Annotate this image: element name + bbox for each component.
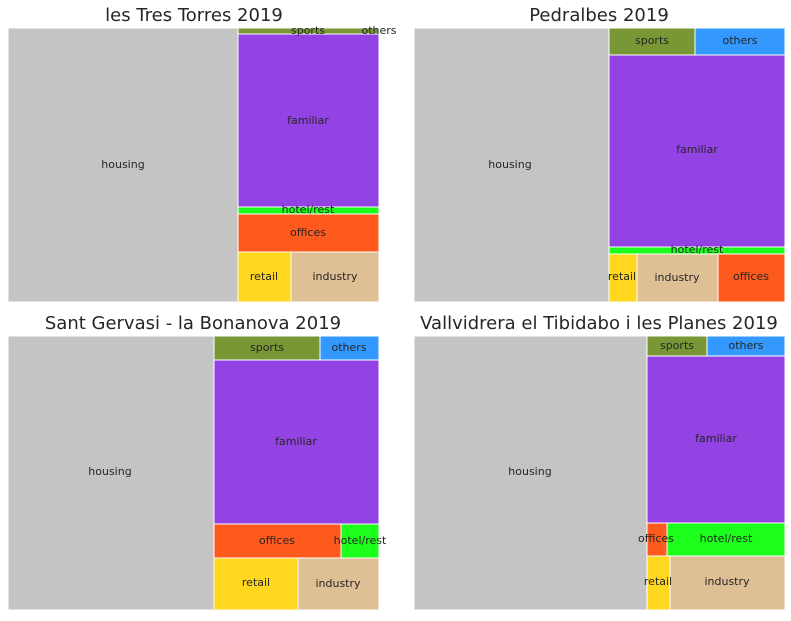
- cell-offices: [213, 523, 342, 559]
- cell-housing: [7, 27, 239, 303]
- cell-label-others: others: [728, 339, 763, 352]
- cell-label-offices: offices: [638, 532, 674, 545]
- cell-label-retail: retail: [608, 270, 636, 283]
- cell-familiar: [608, 54, 786, 248]
- cell-label-retail: retail: [644, 575, 672, 588]
- cell-label-housing: housing: [488, 158, 531, 171]
- cell-industry: [297, 557, 380, 611]
- cell-label-retail: retail: [250, 270, 278, 283]
- cell-industry: [669, 555, 786, 611]
- cell-label-sports: sports: [291, 24, 325, 37]
- cell-hotel-rest: [666, 522, 786, 557]
- cell-label-industry: industry: [704, 575, 750, 588]
- cell-label-familiar: familiar: [676, 143, 718, 156]
- cell-label-familiar: familiar: [275, 435, 317, 448]
- cell-retail: [237, 251, 292, 303]
- cell-label-offices: offices: [733, 270, 769, 283]
- cell-housing: [7, 335, 215, 611]
- cell-label-familiar: familiar: [695, 432, 737, 445]
- cell-label-offices: offices: [259, 534, 295, 547]
- cell-label-hotel-rest: hotel/rest: [671, 243, 724, 256]
- cell-familiar: [646, 355, 786, 524]
- panel-title: les Tres Torres 2019: [105, 5, 283, 26]
- cell-housing: [413, 27, 610, 303]
- cell-hotel-rest: [340, 523, 380, 559]
- cell-offices: [717, 253, 786, 303]
- cell-label-others: others: [361, 24, 396, 37]
- cell-label-industry: industry: [654, 271, 700, 284]
- cell-retail: [213, 557, 299, 611]
- cell-housing: [413, 335, 648, 611]
- cell-label-others: others: [722, 34, 757, 47]
- cell-label-housing: housing: [508, 465, 551, 478]
- panel-title: Sant Gervasi - la Bonanova 2019: [45, 313, 341, 334]
- cell-label-offices: offices: [290, 226, 326, 239]
- cell-label-retail: retail: [242, 576, 270, 589]
- panel-pedralbes: Pedralbes 2019 housing sports others famili…: [413, 5, 786, 303]
- panel-title: Pedralbes 2019: [529, 5, 669, 26]
- cell-others: [319, 335, 380, 361]
- panel-les-tres-torres: les Tres Torres 2019 housing sports others…: [7, 5, 397, 303]
- cell-label-hotel-rest: hotel/rest: [334, 534, 387, 547]
- cell-label-housing: housing: [88, 465, 131, 478]
- cell-familiar: [213, 359, 380, 525]
- panel-sant-gervasi: Sant Gervasi - la Bonanova 2019 housing s…: [7, 313, 387, 611]
- cell-label-sports: sports: [250, 341, 284, 354]
- cell-industry: [290, 251, 380, 303]
- panel-vallvidrera: Vallvidrera el Tibidabo i les Planes 201…: [413, 313, 786, 611]
- cell-label-others: others: [331, 341, 366, 354]
- cell-label-hotel-rest: hotel/rest: [700, 532, 753, 545]
- cell-industry: [636, 253, 719, 303]
- cell-label-industry: industry: [312, 270, 358, 283]
- cell-label-industry: industry: [315, 577, 361, 590]
- cell-label-housing: housing: [101, 158, 144, 171]
- cell-label-familiar: familiar: [287, 114, 329, 127]
- cell-label-hotel-rest: hotel/rest: [282, 203, 335, 216]
- cell-label-sports: sports: [660, 339, 694, 352]
- cell-offices: [237, 213, 380, 253]
- cell-label-sports: sports: [635, 34, 669, 47]
- panel-title: Vallvidrera el Tibidabo i les Planes 201…: [420, 313, 778, 334]
